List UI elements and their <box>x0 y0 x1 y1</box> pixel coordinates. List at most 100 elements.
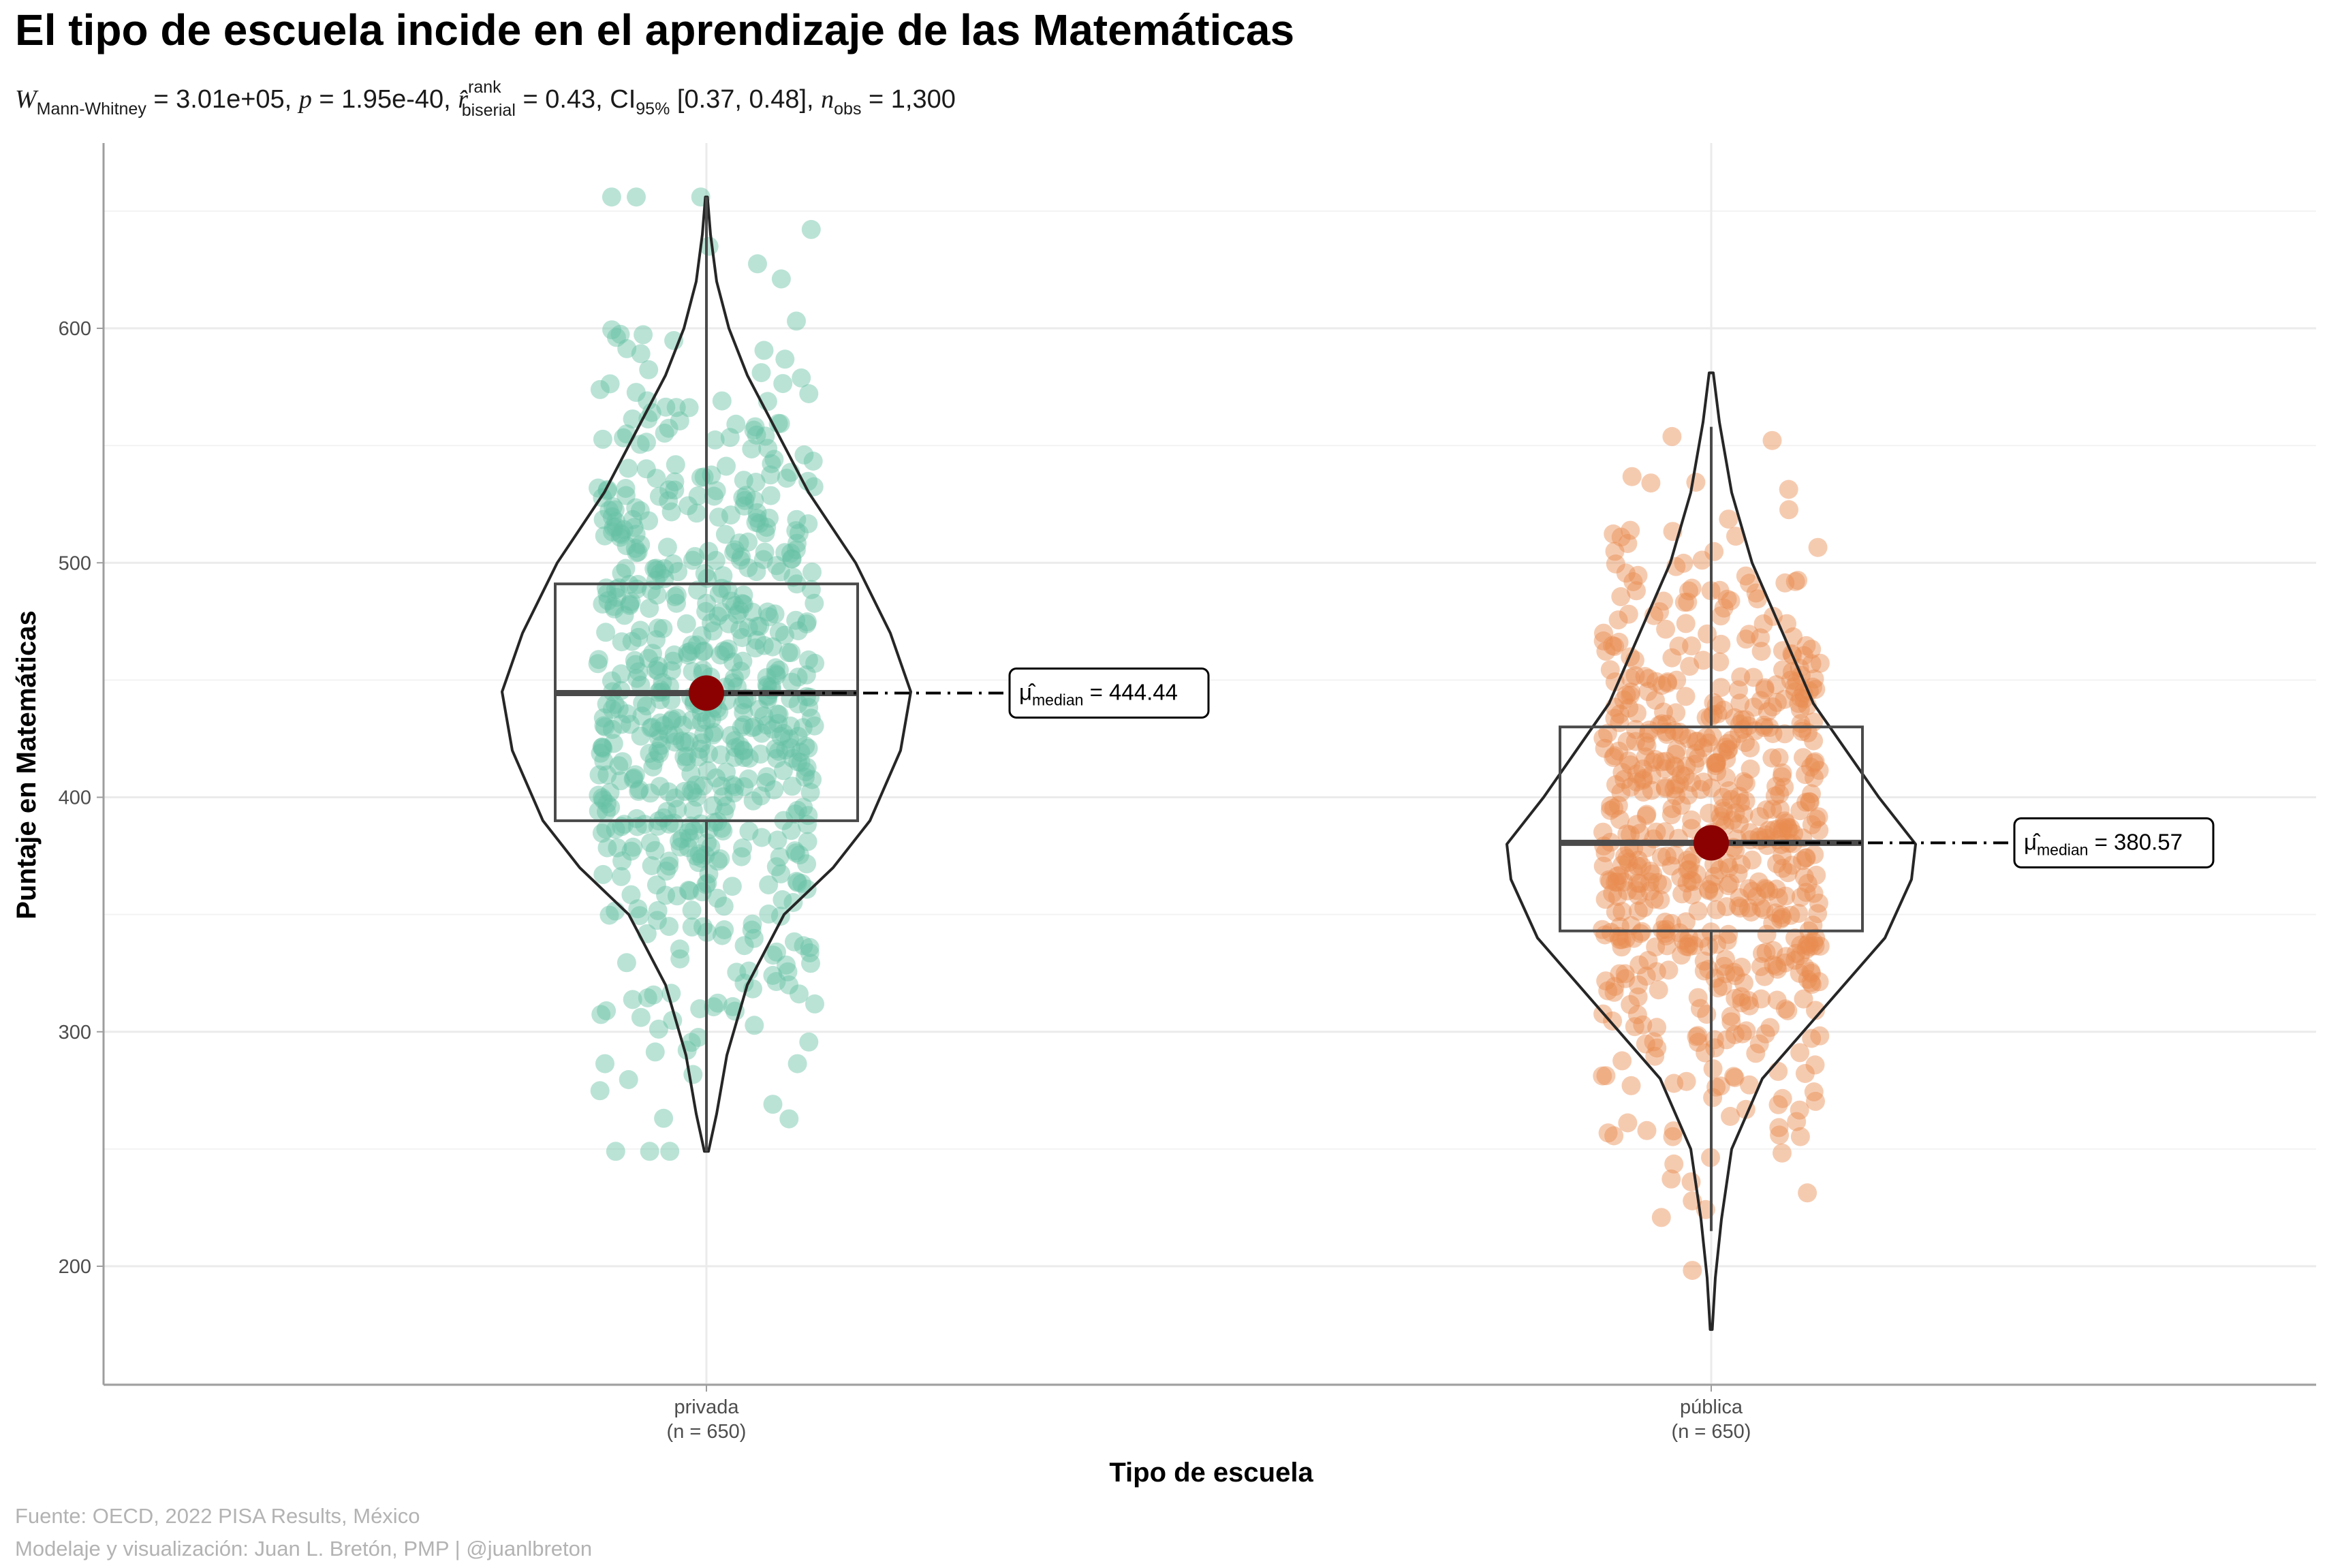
data-point <box>747 509 767 528</box>
data-point <box>680 828 699 848</box>
data-point <box>1688 748 1708 768</box>
data-point <box>1810 937 1830 956</box>
data-point <box>623 509 642 529</box>
data-point <box>691 739 711 759</box>
data-point <box>1626 732 1645 751</box>
data-point <box>1768 888 1788 908</box>
data-point <box>771 269 791 289</box>
data-point <box>704 997 723 1017</box>
data-point <box>627 668 646 688</box>
data-point <box>1661 856 1681 876</box>
data-point <box>1712 811 1732 831</box>
data-point <box>646 630 666 650</box>
data-point <box>670 411 689 430</box>
data-point <box>781 738 800 757</box>
data-point <box>724 543 744 563</box>
data-point <box>1704 866 1724 886</box>
data-point <box>1746 1044 1766 1063</box>
data-point <box>1785 683 1805 702</box>
data-point <box>1671 765 1691 785</box>
data-point <box>702 613 721 633</box>
data-point <box>783 567 803 587</box>
data-point <box>670 831 689 851</box>
data-point <box>803 452 823 471</box>
data-point <box>625 650 644 670</box>
data-point <box>591 743 610 763</box>
data-point <box>1664 756 1684 776</box>
axes-layer: 200 300 400 500 600 privada (n = 650) pública (n… <box>59 143 2316 1443</box>
data-point <box>632 706 652 726</box>
data-point <box>659 814 679 834</box>
data-point <box>734 936 754 956</box>
data-point <box>754 636 774 655</box>
data-point <box>1610 810 1629 830</box>
data-point <box>766 556 786 576</box>
data-point <box>766 664 785 684</box>
data-point <box>1652 676 1672 695</box>
data-point <box>794 445 814 465</box>
data-point <box>1636 1034 1655 1054</box>
data-point <box>605 599 624 618</box>
data-point <box>1732 993 1751 1013</box>
data-point <box>610 324 630 344</box>
data-point <box>659 856 679 876</box>
data-point <box>1663 1127 1683 1146</box>
data-point <box>1767 956 1787 976</box>
data-point <box>1788 571 1808 590</box>
data-point <box>763 719 783 739</box>
data-point <box>593 594 612 614</box>
data-point <box>743 791 763 811</box>
data-point <box>667 585 687 605</box>
data-point <box>1675 766 1695 786</box>
data-point <box>728 605 747 625</box>
data-point <box>1729 896 1749 916</box>
data-point <box>1703 1059 1723 1079</box>
data-point <box>786 843 806 863</box>
data-point <box>1670 923 1689 943</box>
data-point <box>1725 708 1745 727</box>
data-point <box>1619 751 1638 771</box>
data-point <box>760 508 779 528</box>
data-point <box>654 716 674 736</box>
data-point <box>1768 819 1788 838</box>
data-point <box>1694 738 1713 757</box>
data-point <box>612 632 631 652</box>
data-point <box>793 718 813 738</box>
data-point <box>609 699 629 719</box>
data-point <box>694 641 714 661</box>
data-point <box>791 753 811 772</box>
data-point <box>668 562 688 582</box>
data-point <box>1798 933 1818 953</box>
data-point <box>766 658 785 678</box>
data-point <box>1626 719 1646 739</box>
data-point <box>1749 807 1769 826</box>
data-point <box>668 708 687 728</box>
data-point <box>1713 787 1732 807</box>
data-point <box>1636 732 1655 752</box>
data-point <box>616 479 636 498</box>
data-point <box>664 813 684 833</box>
data-point <box>681 642 701 661</box>
data-point <box>1759 821 1779 841</box>
data-point <box>1608 610 1628 630</box>
data-point <box>1736 791 1756 811</box>
data-point <box>644 985 664 1005</box>
data-point <box>633 693 653 712</box>
data-point <box>1607 866 1627 886</box>
data-point <box>716 796 736 816</box>
data-point <box>795 768 815 787</box>
data-point <box>1611 783 1631 802</box>
data-point <box>771 864 791 883</box>
data-point <box>1806 928 1826 948</box>
data-point <box>1596 1066 1616 1086</box>
data-point <box>778 962 798 982</box>
data-point <box>1627 772 1647 792</box>
data-point <box>699 542 719 561</box>
data-point <box>1766 777 1786 796</box>
data-point <box>1600 660 1620 680</box>
data-point <box>751 363 771 383</box>
data-point <box>794 798 813 817</box>
data-point <box>659 782 678 802</box>
data-point <box>631 726 651 746</box>
